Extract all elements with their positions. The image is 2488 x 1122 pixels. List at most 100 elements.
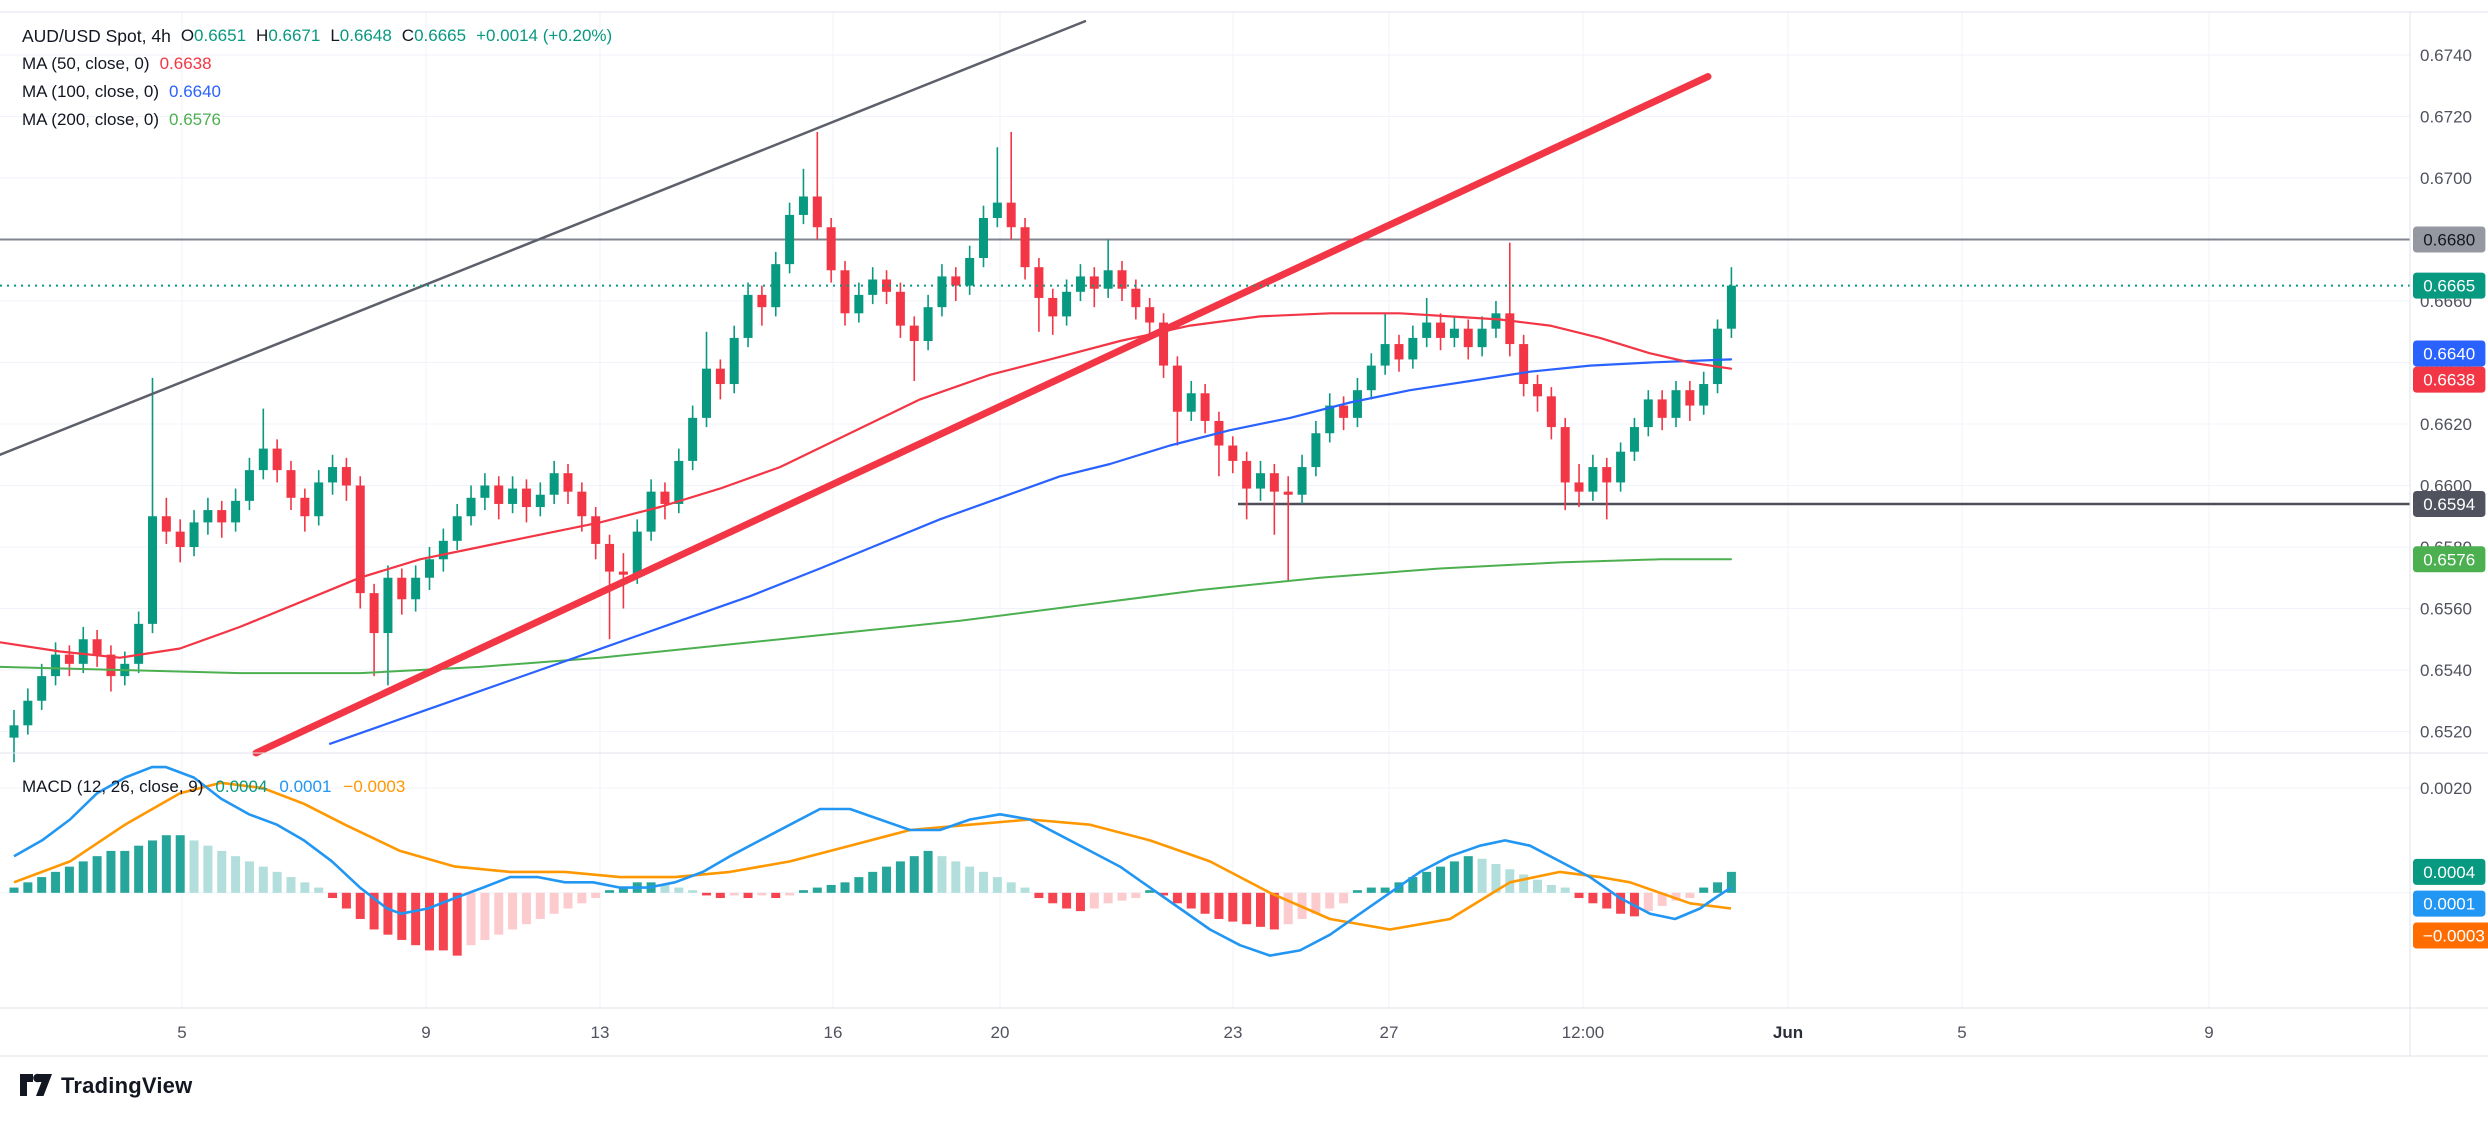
macd-histogram-bar [272,871,282,893]
macd-histogram-bar [674,887,684,893]
candle-body [1588,467,1598,492]
candle-body [674,460,684,504]
candle-body [1352,390,1362,418]
price-badge-0.6640: 0.6640 [2413,340,2486,367]
candle-body [161,516,171,532]
price-tick-label: 0.6740 [2420,46,2472,65]
candle-body [646,491,656,532]
candle-body [1297,467,1307,495]
ma200-legend-row[interactable]: MA (200, close, 0) 0.6576 [22,106,612,134]
macd-histogram-bar [1546,884,1556,893]
candle-body [854,294,864,314]
macd-histogram-bar [605,890,615,893]
candle-body [1186,393,1196,412]
candle-body [785,214,795,265]
tradingview-logo-icon[interactable] [20,1072,52,1099]
candle-body [1477,328,1487,348]
candle-body [632,531,642,575]
svg-text:0.6638: 0.6638 [2423,371,2475,390]
candle-body [92,639,102,655]
macd-histogram-bar [438,892,448,951]
candle-body [1020,227,1030,268]
macd-histogram-bar [1713,882,1723,893]
candle-body [425,559,434,578]
macd-histogram-bar [300,882,310,893]
price-tick-label: 0.6720 [2420,108,2472,127]
macd-histogram-bar [452,892,462,956]
ma200-value: 0.6576 [169,110,222,129]
macd-histogram-bar [1408,877,1418,893]
macd-histogram-bar [1602,892,1612,909]
candle-body [383,577,393,634]
macd-histogram-bar [494,892,504,935]
candle-body [1505,313,1515,345]
candle-body [1657,399,1667,418]
candle-body [1422,322,1432,338]
ma50-legend-row[interactable]: MA (50, close, 0) 0.6638 [22,50,612,78]
candle-body [826,227,836,271]
macd-histogram-bar [231,856,241,893]
macd-histogram-bar [854,877,864,893]
symbol-row[interactable]: AUD/USD Spot, 4h O0.6651 H0.6671 L0.6648… [22,22,612,50]
price-badge-0.6680: 0.6680 [2413,226,2486,253]
candle-body [840,270,850,314]
candle-body [1546,396,1556,428]
macd-histogram-bar [369,892,379,930]
macd-histogram-bar [743,892,753,899]
candle-body [937,276,947,308]
svg-text:0.6640: 0.6640 [2423,345,2475,364]
time-label-9: 9 [2204,1023,2213,1042]
candle-body [1228,445,1238,461]
macd-histogram-bar [702,892,711,896]
macd-histogram-bar [1366,887,1376,893]
macd-histogram-bar [549,892,559,914]
macd-histogram-bar [1145,890,1155,893]
macd-histogram-bar [951,861,961,893]
macd-histogram-bar [1380,887,1390,893]
macd-line-value: 0.0001 [279,777,332,796]
macd-histogram-bar [1131,892,1141,899]
macd-histogram-bar [1117,892,1127,901]
macd-line [13,765,1732,957]
change-value: +0.0014 (+0.20%) [476,26,613,45]
macd-histogram-bar [64,866,74,893]
time-axis[interactable]: 5 9 13 16 20 23 27 12:00 Jun 5 9 [177,1023,2213,1042]
red-trendline[interactable] [252,73,1712,757]
candle-body [1159,322,1169,366]
candle-body [466,497,476,517]
macd-histogram-bar [798,890,808,893]
macd-histogram-bar [314,887,324,893]
candle-body [341,467,351,486]
candle-body [1616,451,1626,483]
macd-histogram-bar [1463,856,1473,893]
gray-trendline[interactable] [0,19,1087,457]
macd-histogram-bar [1560,887,1570,893]
macd-histogram-bar [812,887,822,893]
macd-histogram-bar [757,892,767,896]
time-label-23: 23 [1224,1023,1243,1042]
candle-body [314,482,324,517]
ma100-legend-row[interactable]: MA (100, close, 0) 0.6640 [22,78,612,106]
macd-histogram-bar [840,882,850,893]
macd-histogram-bar [882,866,892,893]
macd-histogram-bar [895,861,905,893]
candle-body [134,623,144,664]
macd-histogram-bar [1228,892,1238,922]
macd-legend-row[interactable]: MACD (12, 26, close, 9) 0.0004 0.0001 −0… [22,777,405,797]
macd-histogram-bar [148,840,157,893]
macd-histogram-bar [480,892,490,940]
candle-body [660,491,670,504]
candle-body [78,639,88,664]
candle-body [868,279,878,295]
macd-histogram-bar [1269,892,1279,930]
macd-histogram-bar [161,835,171,893]
candle-body [203,510,213,523]
macd-badge-0.0004: 0.0004 [2413,858,2486,885]
candle-body [452,516,462,541]
candle-body [9,725,19,738]
macd-histogram-bar [1352,890,1362,893]
macd-histogram-bar [591,892,601,899]
macd-histogram-bar [660,884,670,893]
macd-histogram-bar [1172,892,1182,904]
